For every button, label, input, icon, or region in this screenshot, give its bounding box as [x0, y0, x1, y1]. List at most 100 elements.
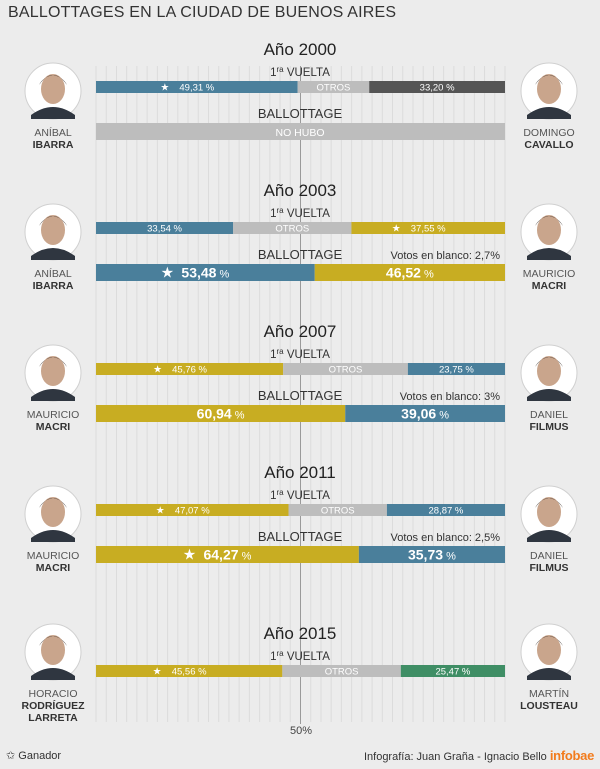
blank-votes-note: Votos en blanco: 3%: [400, 391, 501, 403]
right-candidate-first-name: DANIEL: [530, 409, 568, 421]
bar-segment: [96, 81, 298, 93]
left-candidate-portrait-suit: [31, 248, 75, 260]
left-candidate-portrait-face: [41, 74, 65, 104]
winner-star-icon: ★: [156, 506, 165, 517]
winner-star-icon: ★: [160, 83, 169, 94]
data-label: 60,94 %: [197, 406, 245, 422]
right-candidate-first-name: DOMINGO: [523, 127, 574, 139]
data-label: OTROS: [321, 506, 355, 517]
left-candidate-portrait-face: [41, 635, 65, 665]
right-candidate-last-name: FILMUS: [529, 562, 568, 574]
data-label: 53,48 %: [181, 265, 229, 281]
data-label: 49,31 %: [179, 83, 214, 94]
left-candidate-last-name: IBARRA: [33, 280, 74, 292]
left-candidate-portrait-hair: [39, 216, 67, 226]
bar-segment: [358, 546, 505, 563]
right-candidate-portrait-face: [537, 215, 561, 245]
left-candidate-portrait-hair: [39, 75, 67, 85]
legend-label: Ganador: [18, 750, 62, 762]
data-label: 37,55 %: [411, 224, 446, 235]
data-label: OTROS: [325, 667, 359, 678]
left-candidate-first-name: HORACIO: [28, 688, 77, 700]
right-candidate-portrait-hair: [535, 216, 563, 226]
left-candidate-portrait-hair: [39, 498, 67, 508]
right-candidate-last-name: MACRI: [532, 280, 566, 292]
right-candidate-first-name: DANIEL: [530, 550, 568, 562]
right-candidate-portrait-hair: [535, 636, 563, 646]
bar-segment: [297, 81, 370, 93]
no-ballottage-bar: [96, 123, 505, 140]
axis-50-label: 50%: [289, 725, 313, 737]
right-candidate-first-name: MARTÍN: [529, 687, 569, 700]
winner-star-icon: ★: [153, 667, 162, 678]
data-label: 46,52 %: [386, 265, 434, 281]
right-candidate-portrait-face: [537, 497, 561, 527]
data-label: OTROS: [317, 83, 351, 94]
data-label: 28,87 %: [429, 506, 464, 517]
bar-segment: [96, 363, 284, 375]
bar-segment: [369, 81, 505, 93]
right-candidate-portrait-suit: [527, 389, 571, 401]
left-candidate-first-name: ANÍBAL: [34, 126, 72, 139]
left-candidate-middle-name: RODRÍGUEZ: [22, 699, 86, 712]
right-candidate-portrait-hair: [535, 75, 563, 85]
right-candidate-portrait-suit: [527, 530, 571, 542]
bar-segment: [96, 264, 315, 281]
left-candidate-last-name: IBARRA: [33, 139, 74, 151]
left-candidate-portrait-suit: [31, 668, 75, 680]
data-label: 45,76 %: [172, 365, 207, 376]
blank-votes-note: Votos en blanco: 2,5%: [391, 532, 501, 544]
ballottage-label: BALLOTTAGE: [258, 247, 343, 262]
right-candidate-portrait-suit: [527, 248, 571, 260]
bar-segment: [96, 546, 359, 563]
data-label: 33,54 %: [147, 224, 182, 235]
left-candidate-first-name: MAURICIO: [27, 409, 80, 421]
page-title: BALLOTTAGES EN LA CIUDAD DE BUENOS AIRES: [8, 4, 397, 21]
bar-segment: [400, 665, 505, 677]
year-label: Año 2015: [264, 624, 337, 643]
bar-segment: [233, 222, 352, 234]
data-label: 33,20 %: [420, 83, 455, 94]
right-candidate-portrait-face: [537, 356, 561, 386]
bar-segment: [283, 363, 408, 375]
first-round-label: 1ra VUELTA: [270, 206, 330, 220]
bar-segment: [96, 504, 289, 516]
right-candidate-portrait-suit: [527, 107, 571, 119]
left-candidate-first-name: MAURICIO: [27, 550, 80, 562]
first-round-label: 1ra VUELTA: [270, 347, 330, 361]
bar-segment: [96, 665, 283, 677]
right-candidate-last-name: LOUSTEAU: [520, 700, 578, 712]
year-label: Año 2000: [264, 40, 337, 59]
left-candidate-portrait-face: [41, 215, 65, 245]
right-candidate-portrait-hair: [535, 498, 563, 508]
credit-text: Infografía: Juan Graña - Ignacio Bello: [363, 751, 547, 763]
right-candidate-portrait-suit: [527, 668, 571, 680]
winner-star-icon: ★: [392, 224, 401, 235]
bar-segment: [345, 405, 505, 422]
blank-votes-note: Votos en blanco: 2,7%: [391, 250, 501, 262]
left-candidate-portrait-hair: [39, 636, 67, 646]
right-candidate-portrait-face: [537, 74, 561, 104]
left-candidate-portrait-suit: [31, 389, 75, 401]
winner-star-icon: ★: [183, 546, 196, 564]
winner-star-icon: ★: [161, 264, 174, 282]
left-candidate-portrait-suit: [31, 530, 75, 542]
no-ballottage-label: NO HUBO: [275, 127, 324, 139]
right-candidate-portrait-face: [537, 635, 561, 665]
bar-segment: [282, 665, 401, 677]
star-icon: ✩: [6, 750, 16, 762]
right-candidate-portrait-hair: [535, 357, 563, 367]
year-label: Año 2003: [264, 181, 337, 200]
bar-segment: [96, 222, 234, 234]
data-label: 25,47 %: [435, 667, 470, 678]
bar-segment: [386, 504, 505, 516]
brand-logo: infobae: [549, 748, 594, 763]
data-label: 35,73 %: [408, 547, 456, 563]
data-label: OTROS: [275, 224, 309, 235]
left-candidate-portrait-face: [41, 497, 65, 527]
winner-star-icon: ★: [153, 365, 162, 376]
bar-segment: [351, 222, 505, 234]
left-candidate-portrait-hair: [39, 357, 67, 367]
right-candidate-last-name: CAVALLO: [524, 139, 573, 151]
